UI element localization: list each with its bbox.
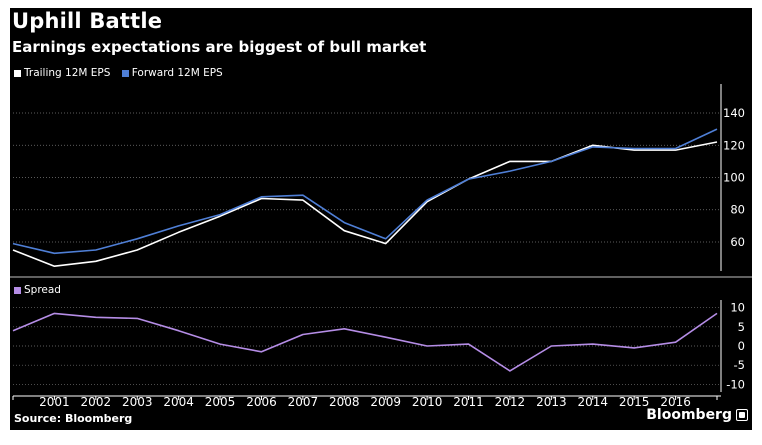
x-tick-label-2012: 2012 bbox=[495, 395, 526, 409]
brand-mark-icon bbox=[736, 409, 748, 421]
axes bbox=[10, 84, 752, 400]
top-legend: Trailing 12M EPS Forward 12M EPS bbox=[14, 67, 231, 80]
x-tick-label-2001: 2001 bbox=[39, 395, 70, 409]
source-note: Source: Bloomberg bbox=[14, 412, 133, 425]
top-ytick-140: 140 bbox=[723, 106, 745, 120]
series-line-trailing bbox=[12, 141, 718, 268]
top-ytick-100: 100 bbox=[723, 171, 745, 185]
chart-svg: 60 80 100 120 140 10 5 0 -5 -10 2001 2002 2003 2004 20… bbox=[10, 84, 752, 409]
bottom-legend: Spread bbox=[14, 284, 69, 297]
legend-label-forward: Forward 12M EPS bbox=[131, 67, 223, 79]
x-tick-label-2004: 2004 bbox=[163, 395, 194, 409]
x-tick-label-2011: 2011 bbox=[453, 395, 484, 409]
x-tick-label-2013: 2013 bbox=[536, 395, 567, 409]
top-ytick-120: 120 bbox=[723, 138, 745, 152]
bottom-ytick--10: -10 bbox=[726, 377, 745, 391]
x-tick-label-2003: 2003 bbox=[122, 395, 153, 409]
chart-title: Uphill Battle bbox=[12, 9, 163, 33]
top-ytick-80: 80 bbox=[730, 203, 745, 217]
top-ytick-60: 60 bbox=[730, 235, 745, 249]
series-lines bbox=[12, 128, 718, 372]
legend-swatch-forward bbox=[121, 69, 129, 77]
x-tick-label-2007: 2007 bbox=[288, 395, 319, 409]
bottom-gridlines bbox=[13, 307, 721, 385]
legend-item-forward: Forward 12M EPS bbox=[121, 67, 223, 79]
legend-swatch-spread bbox=[14, 286, 21, 294]
legend-label-spread: Spread bbox=[24, 284, 61, 296]
series-line-forward bbox=[12, 128, 718, 255]
chart-panel: Uphill Battle Earnings expectations are … bbox=[10, 8, 752, 430]
x-tick-label-2009: 2009 bbox=[370, 395, 401, 409]
bottom-ytick-0: 0 bbox=[738, 339, 745, 353]
bottom-ytick-10: 10 bbox=[730, 301, 745, 315]
x-tick-label-2008: 2008 bbox=[329, 395, 360, 409]
legend-item-trailing: Trailing 12M EPS bbox=[14, 67, 110, 79]
legend-item-spread: Spread bbox=[14, 284, 61, 296]
x-tick-label-2005: 2005 bbox=[205, 395, 236, 409]
brand-name: Bloomberg bbox=[646, 407, 732, 423]
chart-subtitle: Earnings expectations are biggest of bul… bbox=[12, 38, 427, 56]
bottom-ytick-5: 5 bbox=[738, 320, 745, 334]
x-tick-label-2006: 2006 bbox=[246, 395, 277, 409]
series-line-spread bbox=[12, 312, 718, 372]
x-tick-label-2016: 2016 bbox=[660, 395, 691, 409]
legend-swatch-trailing bbox=[14, 69, 21, 77]
bottom-ytick--5: -5 bbox=[734, 358, 745, 372]
x-tick-label-2002: 2002 bbox=[81, 395, 112, 409]
x-tick-label-2010: 2010 bbox=[412, 395, 443, 409]
x-tick-label-2015: 2015 bbox=[619, 395, 650, 409]
brand-logo: Bloomberg bbox=[646, 407, 748, 423]
top-gridlines bbox=[13, 112, 721, 243]
legend-label-trailing: Trailing 12M EPS bbox=[24, 67, 111, 79]
x-tick-label-2014: 2014 bbox=[577, 395, 608, 409]
tick-labels: 60 80 100 120 140 10 5 0 -5 -10 2001 2002 2003 2004 20… bbox=[39, 106, 745, 409]
